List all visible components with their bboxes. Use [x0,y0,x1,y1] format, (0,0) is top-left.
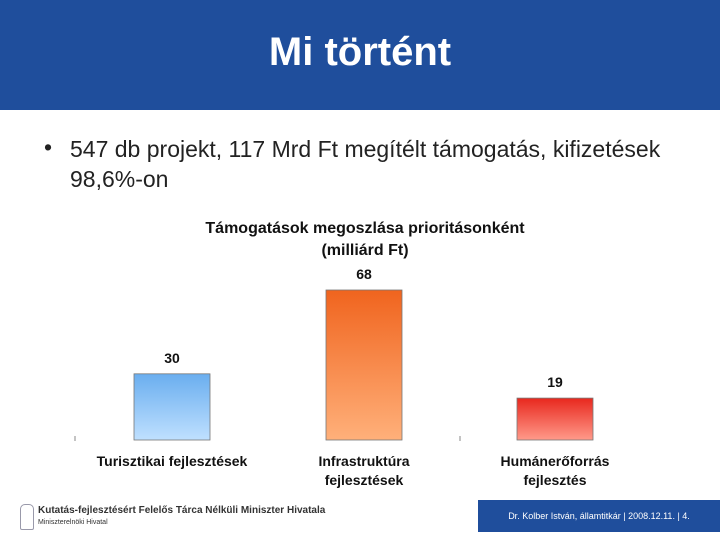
bar [133,373,211,441]
x-tick-label: Turisztikai fejlesztések [96,453,248,469]
footer-author: Dr. Kolber István, államtitkár | 2008.12… [508,511,690,521]
slide-title: Mi történt [268,30,452,74]
value-label: 19 [547,374,563,391]
footer-box: Dr. Kolber István, államtitkár | 2008.12… [478,500,720,532]
bar [325,289,403,441]
chart-title-block: Támogatások megoszlása prioritásonként (… [130,218,600,262]
bullet-text: 547 db projekt, 117 Mrd Ft megítélt támo… [70,136,661,192]
chart-subtitle: (milliárd Ft) [321,242,409,259]
chart-title: Támogatások megoszlása prioritásonként [205,220,525,237]
title-bar [0,0,720,110]
x-tick-label: Infrastruktúra fejlesztések [318,453,410,488]
logo [20,504,34,530]
footer-organization: Kutatás-fejlesztésért Felelős Tárca Nélk… [38,505,326,516]
footer-suborganization: Miniszterelnöki Hivatal [38,519,108,526]
bullet-dot: • [44,134,53,160]
value-label: 68 [356,266,372,282]
value-label: 30 [164,349,180,366]
x-tick-label: Humánerőforrás fejlesztés [500,453,610,488]
bar [516,397,594,441]
